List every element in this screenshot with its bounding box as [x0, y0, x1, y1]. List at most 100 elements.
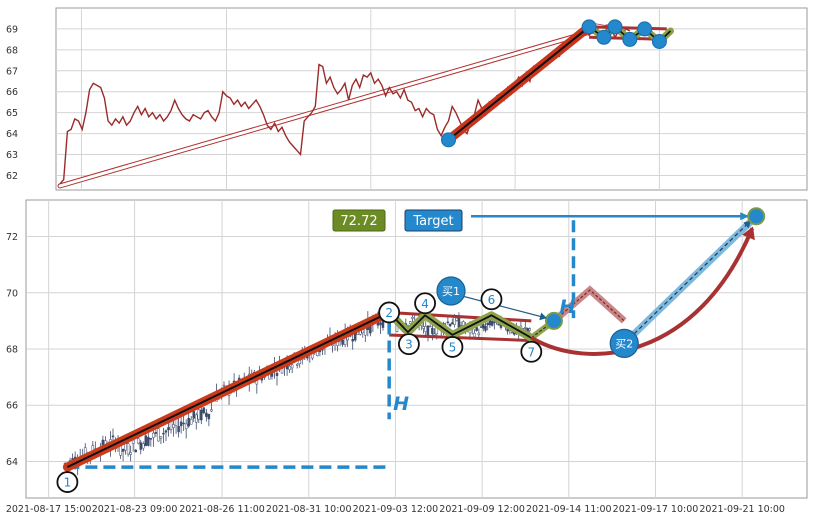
- candle-body: [473, 333, 476, 338]
- overview-y-tick-label: 68: [6, 45, 18, 56]
- pattern-point-1-label: 1: [64, 476, 72, 490]
- candle-body: [159, 436, 163, 439]
- candle-body: [275, 372, 279, 376]
- pattern-point-4-label: 4: [421, 297, 429, 311]
- candle-body: [167, 427, 170, 431]
- candle-body: [162, 432, 165, 435]
- pattern-point-2-label: 2: [385, 306, 393, 320]
- pattern-point-7-label: 7: [527, 345, 535, 359]
- candle-body: [222, 384, 226, 387]
- candle-body: [164, 430, 168, 433]
- candle-body: [295, 364, 299, 366]
- target-point-marker: [747, 207, 766, 226]
- pattern-point-1-circle: [56, 471, 79, 493]
- detail-uptrend-line: [66, 311, 390, 468]
- candle-body: [484, 325, 487, 331]
- overview-y-tick-label: 64: [6, 129, 18, 140]
- detail-x-tick-label: 2021-08-23 09:00: [92, 504, 178, 515]
- candle-body: [457, 317, 461, 329]
- overview-y-tick-label: 65: [6, 108, 18, 119]
- candle-body: [152, 432, 155, 438]
- overview-y-tick-label: 62: [6, 171, 18, 182]
- candle-body: [455, 317, 458, 321]
- candle-body: [111, 435, 115, 438]
- detail-y-tick-label: 70: [6, 288, 18, 299]
- candle-body: [142, 443, 145, 449]
- overview-marker: [622, 31, 638, 47]
- candle-body: [433, 333, 436, 336]
- buy2-bubble: [609, 328, 639, 358]
- detail-pattern-line: [388, 311, 532, 339]
- overview-grid: [56, 8, 807, 190]
- detail-y-tick-label: 66: [6, 401, 18, 412]
- candle-body: [192, 411, 195, 419]
- detail-x-tick-label: 2021-08-31 10:00: [266, 504, 352, 515]
- candle-body: [189, 418, 193, 425]
- projection-curve-arrow: [530, 226, 755, 356]
- candle-body: [184, 423, 188, 430]
- candle-body: [409, 321, 412, 324]
- pattern-point-6-circle: [480, 288, 503, 311]
- candle-body: [446, 321, 450, 323]
- candle-body: [126, 443, 130, 455]
- overview-projection-line: [58, 27, 608, 188]
- buy2-label: 买2: [615, 337, 633, 350]
- detail-retest-line: [553, 289, 625, 322]
- pattern-point-4-circle: [414, 292, 436, 315]
- candle-body: [524, 327, 527, 329]
- candle-body: [482, 324, 485, 329]
- buy1-label: 买1: [442, 285, 460, 298]
- pattern-point-6-label: 6: [488, 293, 496, 307]
- candle-body: [448, 323, 452, 327]
- detail-x-tick-label: 2021-09-17 10:00: [613, 504, 699, 515]
- candle-body: [121, 448, 125, 452]
- candle-body: [172, 424, 175, 428]
- detail-y-tick-label: 72: [6, 232, 18, 243]
- pattern-point-5-label: 5: [449, 340, 457, 354]
- height-label-right: H: [559, 296, 575, 318]
- candle-body: [169, 421, 173, 430]
- candle-body: [528, 328, 531, 331]
- candle-body: [510, 331, 514, 334]
- candle-body: [290, 364, 294, 369]
- target-label-box: [404, 209, 463, 232]
- detail-x-tick-label: 2021-09-03 12:00: [353, 504, 439, 515]
- candle-body: [202, 407, 206, 414]
- target-label-text: Target: [412, 214, 453, 229]
- pattern-point-3-circle: [398, 333, 420, 356]
- candle-body: [197, 409, 201, 420]
- overview-marker: [651, 33, 667, 49]
- candle-body: [124, 443, 127, 451]
- candle-body: [187, 418, 190, 427]
- overview-marker: [596, 29, 612, 45]
- detail-plot: [62, 207, 766, 476]
- candle-body: [422, 326, 425, 329]
- candle-body: [195, 414, 198, 423]
- detail-x-tick-label: 2021-08-17 15:00: [6, 504, 92, 515]
- overview-y-tick-label: 63: [6, 150, 18, 161]
- candle-body: [411, 317, 414, 319]
- candle-body: [154, 432, 158, 434]
- candle-body: [182, 422, 185, 425]
- detail-channel-upper: [389, 310, 532, 323]
- candle-body: [477, 332, 481, 336]
- candle-body: [428, 325, 432, 328]
- detail-x-tick-label: 2021-08-26 11:00: [179, 504, 265, 515]
- pattern-point-5-circle: [441, 336, 464, 358]
- buy1-callout-arrow: [461, 295, 547, 321]
- candle-body: [475, 327, 478, 331]
- candle-body: [479, 326, 483, 328]
- candle-body: [134, 449, 137, 453]
- overview-frame: [55, 7, 808, 191]
- detail-y-tick-label: 64: [6, 457, 18, 468]
- candle-body: [129, 452, 132, 455]
- target-value-text: 72.72: [340, 214, 377, 229]
- target-move-line: [623, 220, 751, 344]
- overview-channel-upper: [589, 25, 667, 31]
- annotation-layer: 1 2 3 4 5 6 7 买1 买2 H H 72.72 Target: [56, 209, 639, 493]
- pattern-point-2-circle: [378, 301, 401, 324]
- overview-marker: [581, 19, 597, 35]
